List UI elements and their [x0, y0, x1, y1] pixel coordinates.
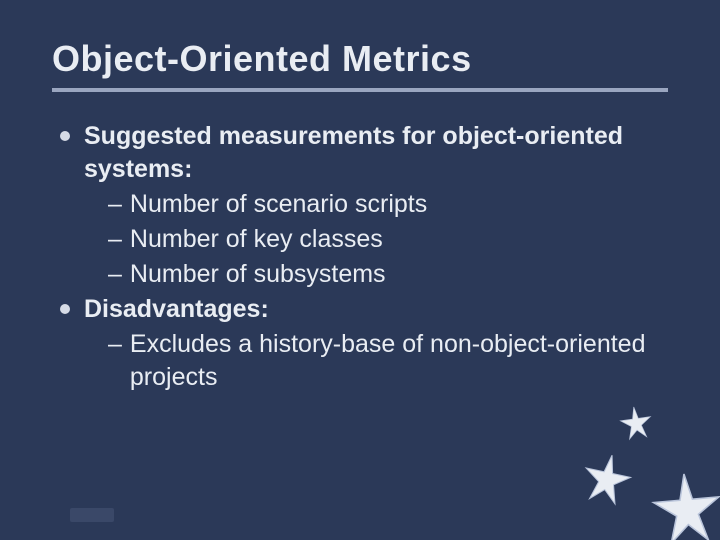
bullet-heading: Disadvantages:	[84, 293, 269, 326]
sub-item: – Number of key classes	[60, 223, 648, 256]
bullet-item: Disadvantages:	[60, 293, 648, 326]
footer-mark	[70, 508, 114, 522]
sub-text: Number of key classes	[130, 223, 383, 256]
sub-text: Number of scenario scripts	[130, 188, 427, 221]
dash-icon: –	[108, 258, 122, 291]
star-icon	[575, 447, 639, 511]
dash-icon: –	[108, 328, 122, 361]
sub-item: – Excludes a history-base of non-object-…	[60, 328, 648, 394]
sub-text: Excludes a history-base of non-object-or…	[130, 328, 648, 394]
sub-item: – Number of scenario scripts	[60, 188, 648, 221]
bullet-heading: Suggested measurements for object-orient…	[84, 120, 648, 186]
sub-item: – Number of subsystems	[60, 258, 648, 291]
slide: Object-Oriented Metrics Suggested measur…	[0, 0, 720, 540]
dash-icon: –	[108, 223, 122, 256]
content-area: Suggested measurements for object-orient…	[52, 120, 668, 394]
bullet-item: Suggested measurements for object-orient…	[60, 120, 648, 186]
sub-text: Number of subsystems	[130, 258, 386, 291]
title-rule	[52, 88, 668, 92]
bullet-icon	[60, 131, 70, 141]
star-icon	[645, 467, 720, 540]
page-title: Object-Oriented Metrics	[52, 38, 668, 80]
star-icon	[616, 403, 657, 444]
bullet-icon	[60, 304, 70, 314]
dash-icon: –	[108, 188, 122, 221]
